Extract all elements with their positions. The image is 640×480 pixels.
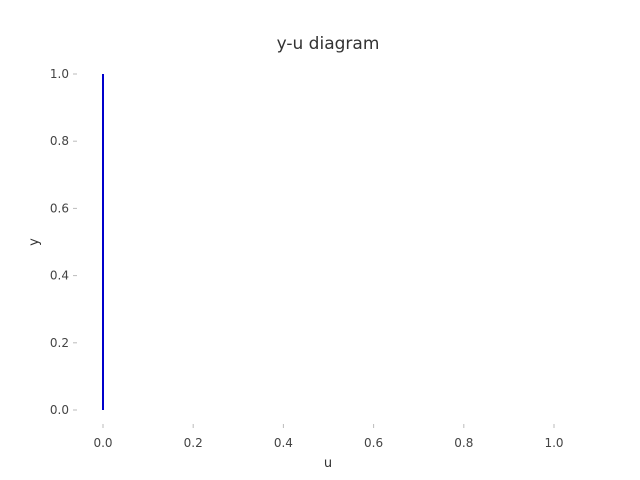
x-tick-label: 1.0 xyxy=(544,436,563,450)
y-tick-label: 0.2 xyxy=(50,336,69,350)
y-axis: 0.0 0.2 0.4 0.6 0.8 1.0 xyxy=(50,67,77,417)
chart-title: y-u diagram xyxy=(277,34,380,54)
x-axis-label: u xyxy=(324,456,332,471)
y-axis-label: y xyxy=(27,238,42,246)
y-tick-label: 0.4 xyxy=(50,269,69,283)
y-tick-label: 1.0 xyxy=(50,67,69,81)
x-tick-label: 0.6 xyxy=(364,436,383,450)
x-tick-label: 0.0 xyxy=(93,436,112,450)
y-tick-label: 0.8 xyxy=(50,134,69,148)
y-tick-label: 0.0 xyxy=(50,403,69,417)
x-tick-label: 0.2 xyxy=(184,436,203,450)
y-tick-label: 0.6 xyxy=(50,201,69,215)
x-tick-label: 0.8 xyxy=(454,436,473,450)
x-tick-label: 0.4 xyxy=(274,436,293,450)
x-axis: 0.0 0.2 0.4 0.6 0.8 1.0 xyxy=(93,424,564,450)
